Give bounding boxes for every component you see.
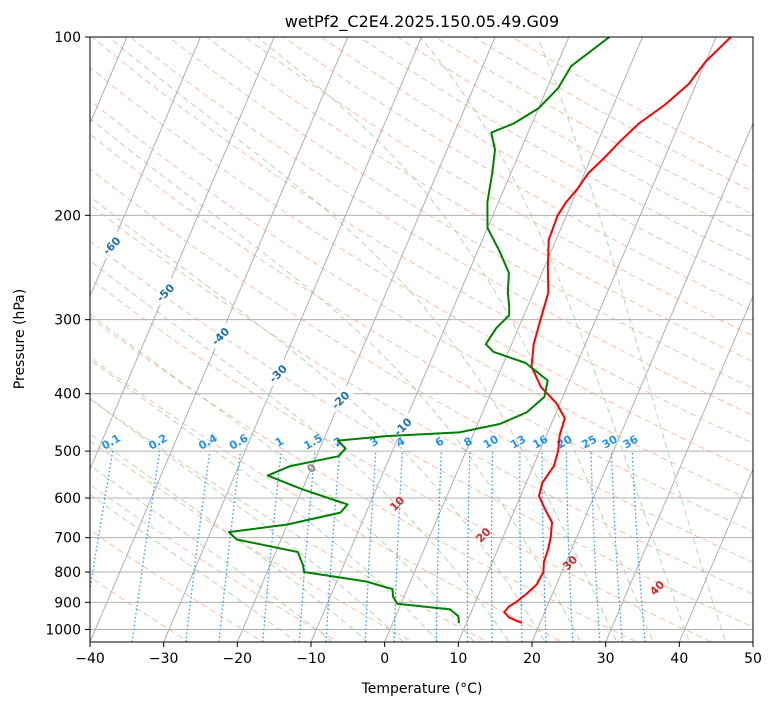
- x-tick-label: 50: [744, 651, 762, 667]
- y-tick-label: 800: [54, 565, 81, 581]
- x-tick-label: 30: [597, 651, 615, 667]
- x-tick-label: 20: [523, 651, 541, 667]
- y-tick-label: 700: [54, 531, 81, 547]
- y-tick-label: 400: [54, 387, 81, 403]
- y-tick-label: 900: [54, 595, 81, 611]
- y-tick-label: 300: [54, 313, 81, 329]
- y-tick-label: 200: [54, 208, 81, 224]
- x-axis-title: Temperature (°C): [361, 681, 483, 697]
- y-tick-label: 100: [54, 30, 81, 46]
- y-tick-label: 500: [54, 444, 81, 460]
- x-tick-label: 0: [380, 651, 389, 667]
- y-tick-label: 1000: [45, 622, 81, 638]
- x-tick-label: −20: [223, 651, 253, 667]
- x-tick-label: 40: [670, 651, 688, 667]
- x-tick-label: −10: [296, 651, 326, 667]
- x-tick-label: −40: [75, 651, 105, 667]
- y-axis-title: Pressure (hPa): [12, 289, 28, 389]
- chart-title: wetPf2_C2E4.2025.150.05.49.G09: [285, 12, 559, 32]
- y-tick-label: 600: [54, 491, 81, 507]
- x-tick-label: 10: [449, 651, 467, 667]
- x-tick-label: −30: [149, 651, 179, 667]
